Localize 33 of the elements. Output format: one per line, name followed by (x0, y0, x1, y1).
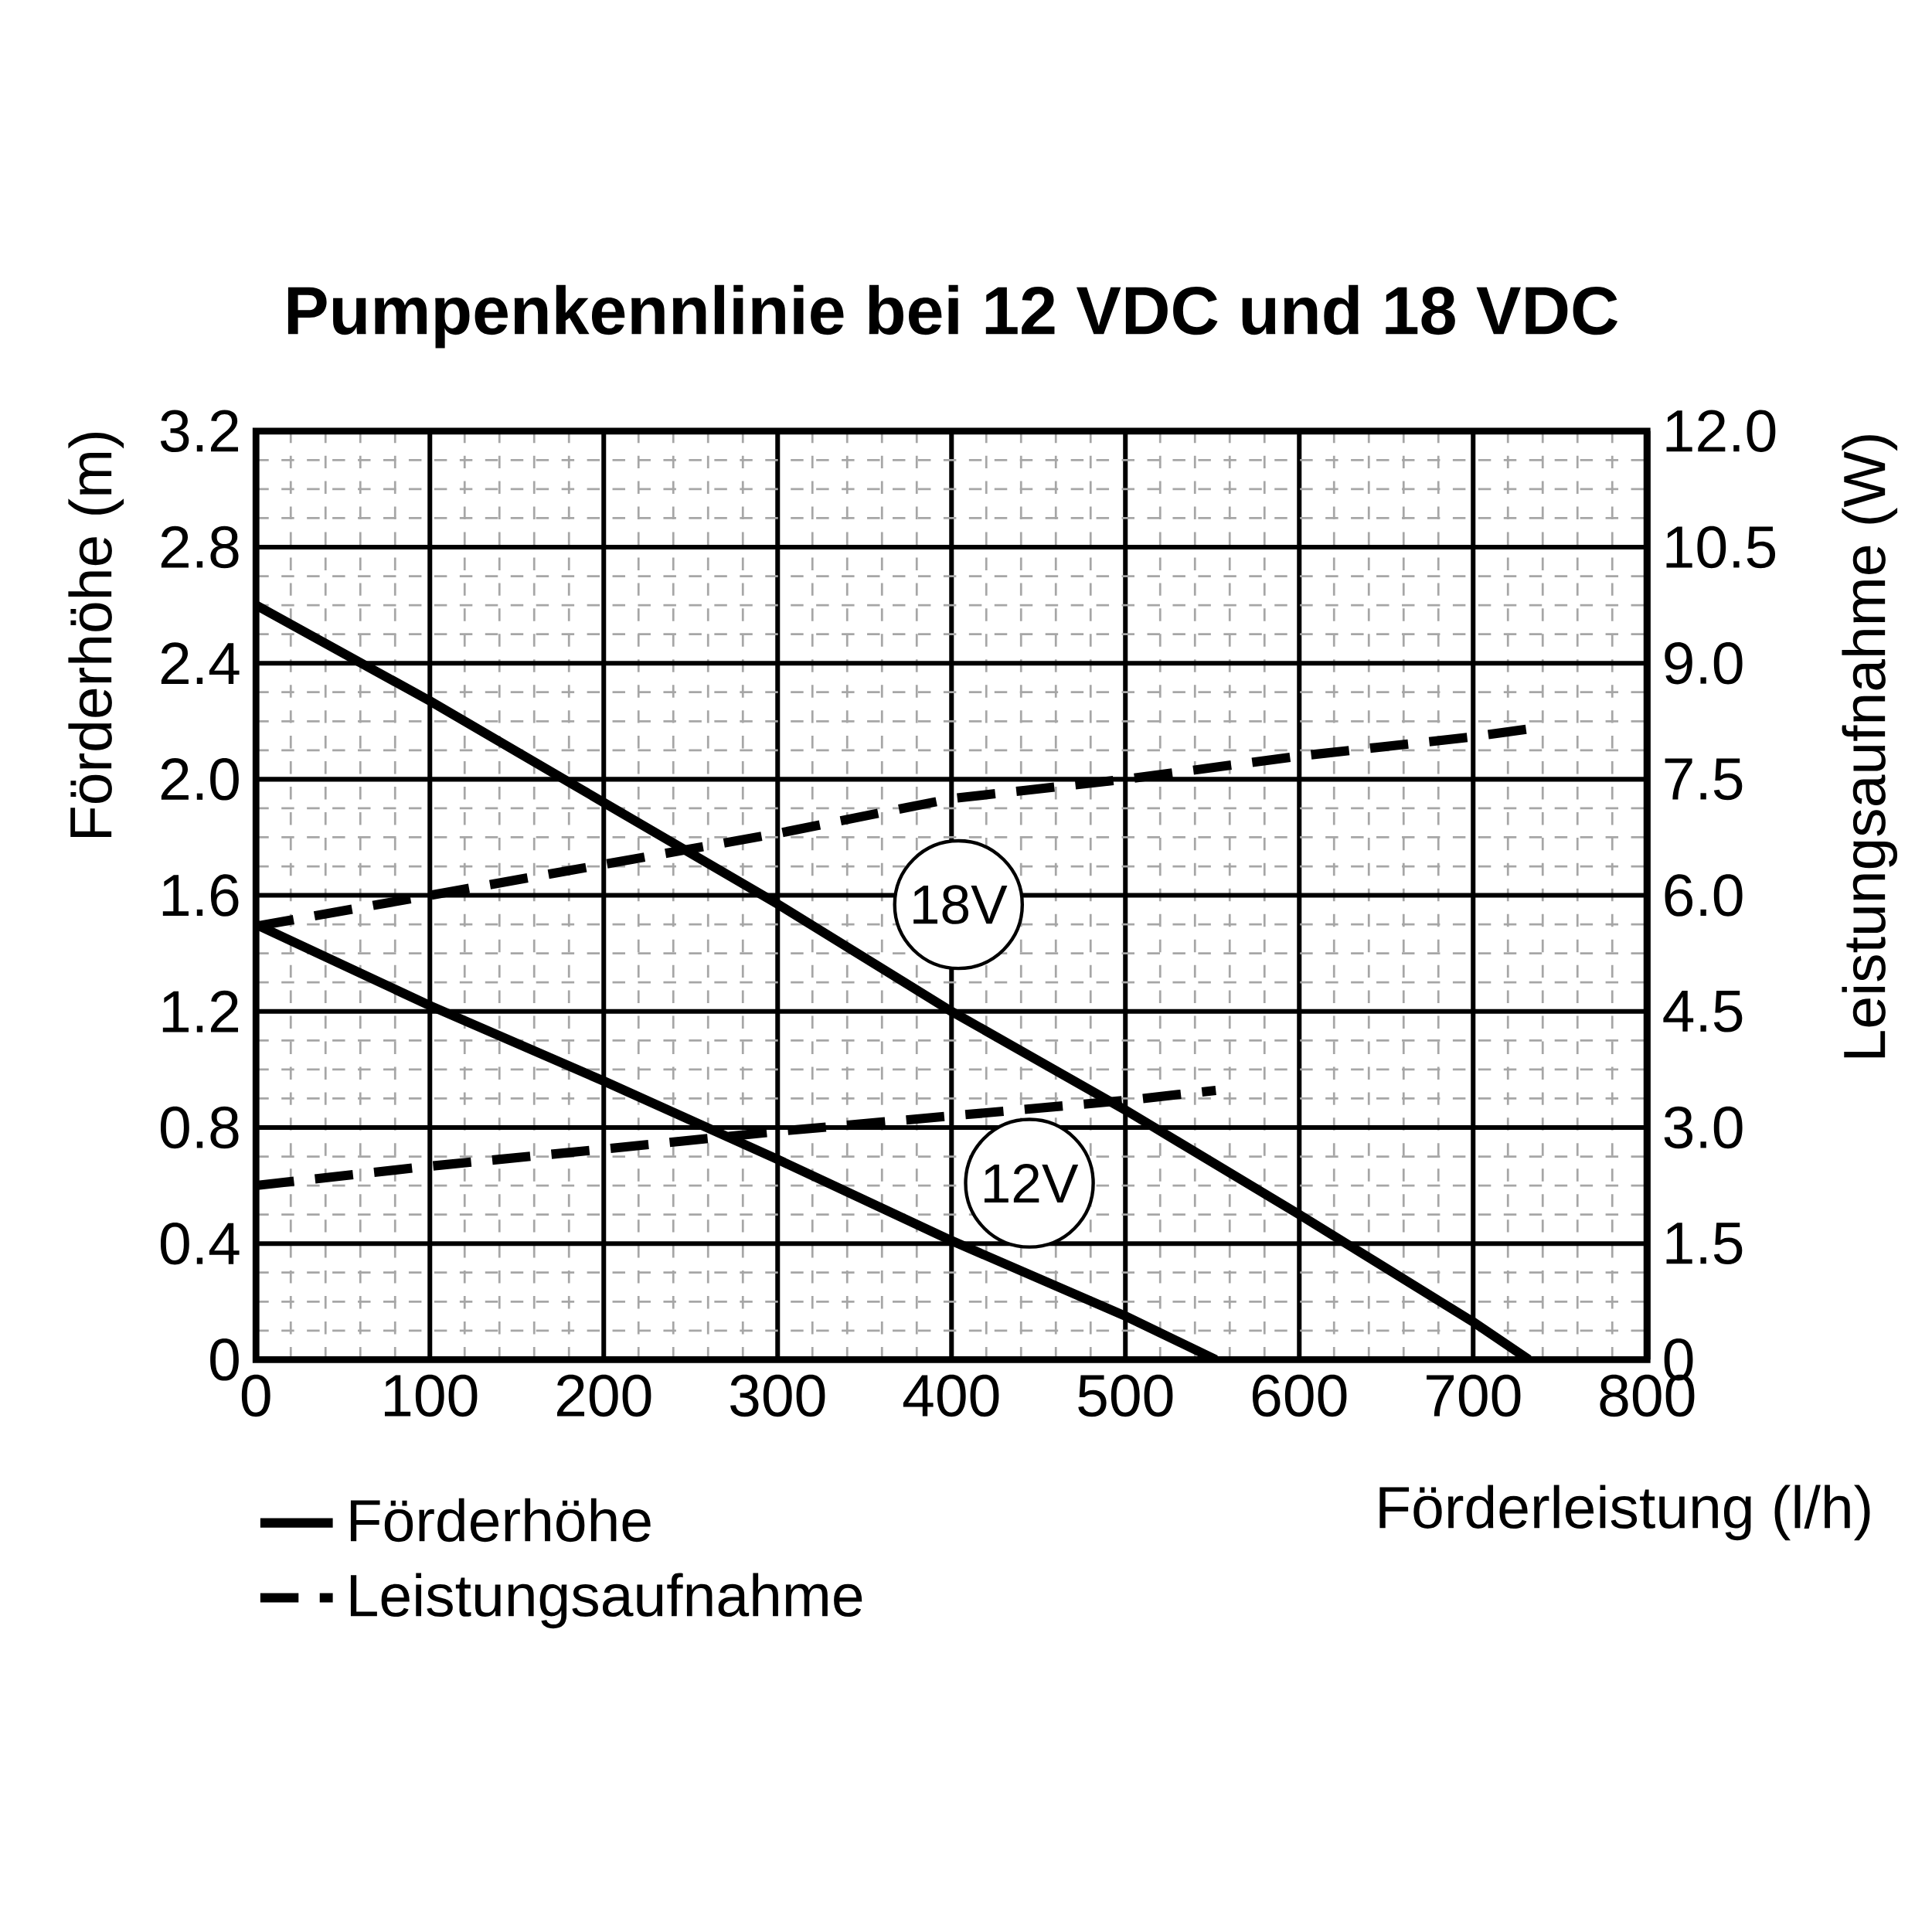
y-tick-label: 0.8 (160, 1106, 239, 1149)
y-tick-label: 3.2 (160, 410, 239, 453)
y2-axis-title: Leistungsaufnahme (W) (1842, 435, 1898, 1058)
y2-tick-label: 12.0 (1666, 410, 1776, 453)
y-tick-label: 0 (210, 1338, 239, 1381)
x-axis-title: Förderleistung (l/h) (1379, 1485, 1870, 1541)
y-tick-label: 1.2 (162, 990, 239, 1032)
y2-tick-label: 3.0 (1664, 1106, 1743, 1149)
y-tick-label: 0.4 (160, 1222, 240, 1265)
y-tick-label: 2.0 (161, 758, 239, 801)
y-axis-title: Förderhöhe (m) (68, 433, 124, 837)
annotation: 18V (913, 885, 1008, 924)
legend-label: Leistungsaufnahme (350, 1573, 862, 1629)
y2-tick-label: 7.5 (1665, 758, 1743, 801)
x-tick-label: 400 (903, 1374, 999, 1417)
x-tick-label: 600 (1252, 1374, 1347, 1417)
y2-tick-label: 4.5 (1663, 990, 1743, 1032)
x-tick-label: 0 (241, 1374, 270, 1417)
x-tick-label: 100 (384, 1374, 478, 1417)
y-tick-label: 1.6 (162, 874, 239, 917)
y2-tick-label: 9.0 (1665, 641, 1743, 685)
x-tick-label: 700 (1427, 1374, 1521, 1417)
chart-title: Pumpenkennlinie bei 12 VDC und 18 VDC (287, 284, 1618, 349)
x-tick-label: 200 (556, 1374, 651, 1417)
y-tick-label: 2.4 (161, 642, 240, 685)
y-tick-label: 2.8 (161, 526, 239, 569)
annotation: 12V (984, 1164, 1079, 1202)
legend-label: Förderhöhe (350, 1498, 651, 1543)
x-tick-label: 500 (1078, 1374, 1173, 1417)
x-tick-label: 300 (730, 1374, 825, 1417)
y2-tick-label: 1.5 (1666, 1223, 1743, 1265)
y2-tick-label: 6.0 (1665, 874, 1743, 917)
y2-tick-label: 10.5 (1666, 526, 1776, 569)
